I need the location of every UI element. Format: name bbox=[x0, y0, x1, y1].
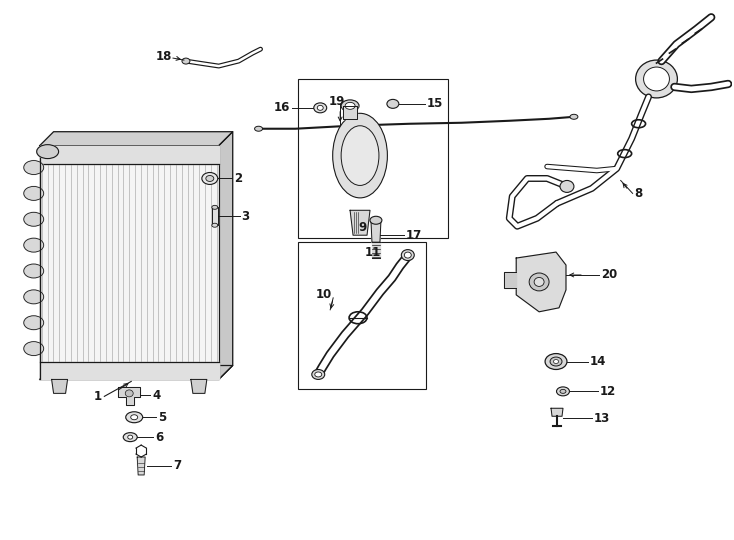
Polygon shape bbox=[51, 380, 68, 393]
Ellipse shape bbox=[341, 126, 379, 185]
Text: 17: 17 bbox=[406, 228, 422, 242]
Bar bbox=[298, 242, 426, 389]
Polygon shape bbox=[343, 106, 357, 119]
Text: 12: 12 bbox=[600, 385, 616, 398]
Ellipse shape bbox=[23, 264, 43, 278]
Polygon shape bbox=[516, 252, 566, 312]
Text: 10: 10 bbox=[316, 288, 332, 301]
Ellipse shape bbox=[131, 415, 138, 420]
Ellipse shape bbox=[556, 387, 570, 396]
Ellipse shape bbox=[529, 273, 549, 291]
Ellipse shape bbox=[126, 412, 142, 423]
Ellipse shape bbox=[23, 342, 43, 355]
Polygon shape bbox=[212, 207, 218, 225]
Ellipse shape bbox=[636, 60, 677, 98]
Ellipse shape bbox=[644, 67, 669, 91]
Ellipse shape bbox=[553, 360, 559, 363]
Polygon shape bbox=[372, 242, 380, 258]
Ellipse shape bbox=[560, 389, 566, 393]
Ellipse shape bbox=[23, 212, 43, 226]
Ellipse shape bbox=[345, 103, 355, 109]
Text: 19: 19 bbox=[328, 96, 344, 109]
Ellipse shape bbox=[23, 316, 43, 330]
Ellipse shape bbox=[128, 435, 133, 439]
Text: 8: 8 bbox=[635, 187, 643, 200]
Polygon shape bbox=[40, 146, 219, 380]
Ellipse shape bbox=[255, 126, 263, 131]
Text: 6: 6 bbox=[155, 430, 164, 444]
Ellipse shape bbox=[387, 99, 399, 109]
Text: 9: 9 bbox=[358, 221, 366, 234]
Ellipse shape bbox=[312, 369, 324, 380]
Text: 3: 3 bbox=[241, 210, 250, 223]
Polygon shape bbox=[40, 361, 219, 380]
Ellipse shape bbox=[23, 290, 43, 304]
Ellipse shape bbox=[560, 180, 574, 192]
Text: 2: 2 bbox=[233, 172, 241, 185]
Polygon shape bbox=[40, 366, 233, 380]
Ellipse shape bbox=[313, 103, 327, 113]
Ellipse shape bbox=[212, 205, 218, 210]
Ellipse shape bbox=[23, 186, 43, 200]
Ellipse shape bbox=[341, 100, 359, 112]
Polygon shape bbox=[551, 408, 563, 416]
Polygon shape bbox=[371, 220, 381, 242]
Text: 5: 5 bbox=[158, 411, 167, 424]
Ellipse shape bbox=[206, 176, 214, 181]
Text: 1: 1 bbox=[93, 390, 101, 403]
Polygon shape bbox=[350, 210, 370, 235]
Ellipse shape bbox=[333, 113, 388, 198]
Text: 16: 16 bbox=[274, 102, 291, 114]
Text: 20: 20 bbox=[601, 268, 617, 281]
Ellipse shape bbox=[534, 278, 544, 286]
Ellipse shape bbox=[37, 145, 59, 159]
Ellipse shape bbox=[23, 160, 43, 174]
Text: 18: 18 bbox=[156, 50, 172, 63]
Ellipse shape bbox=[23, 238, 43, 252]
Ellipse shape bbox=[570, 114, 578, 119]
Ellipse shape bbox=[123, 433, 137, 442]
Text: 14: 14 bbox=[590, 355, 606, 368]
Polygon shape bbox=[191, 380, 207, 393]
Ellipse shape bbox=[550, 357, 562, 366]
Polygon shape bbox=[118, 387, 140, 406]
Polygon shape bbox=[40, 132, 233, 146]
Polygon shape bbox=[40, 146, 219, 164]
Ellipse shape bbox=[317, 105, 323, 110]
Ellipse shape bbox=[370, 217, 382, 224]
Ellipse shape bbox=[212, 223, 218, 227]
Text: 4: 4 bbox=[152, 389, 160, 402]
Bar bbox=[298, 79, 448, 238]
Text: 15: 15 bbox=[426, 97, 443, 110]
Text: 13: 13 bbox=[594, 411, 610, 425]
Text: 11: 11 bbox=[365, 246, 381, 259]
Ellipse shape bbox=[545, 354, 567, 369]
Ellipse shape bbox=[315, 372, 321, 377]
Polygon shape bbox=[137, 457, 145, 475]
Ellipse shape bbox=[182, 58, 190, 64]
Text: 7: 7 bbox=[173, 460, 181, 472]
Ellipse shape bbox=[401, 249, 414, 260]
Ellipse shape bbox=[126, 390, 133, 397]
Ellipse shape bbox=[404, 252, 411, 258]
Ellipse shape bbox=[202, 172, 218, 185]
Polygon shape bbox=[504, 272, 516, 288]
Polygon shape bbox=[219, 132, 233, 380]
